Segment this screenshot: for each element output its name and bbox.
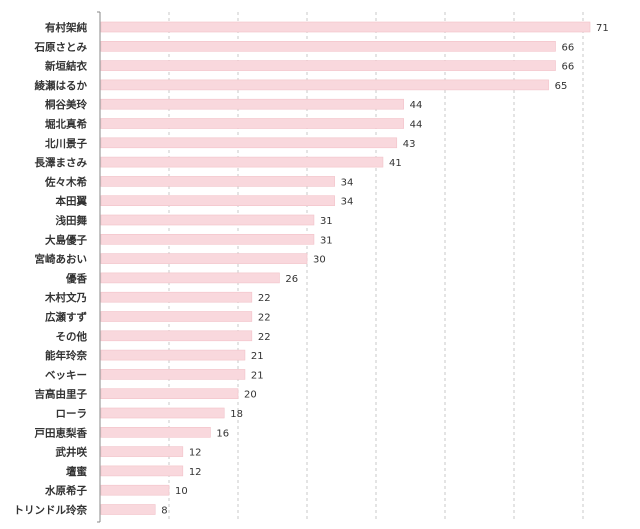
value-label: 22 xyxy=(258,293,271,304)
bar xyxy=(100,369,246,380)
category-label: 長澤まさみ xyxy=(35,156,88,169)
category-label: 浅田舞 xyxy=(56,214,88,227)
bar xyxy=(100,118,404,129)
category-label: 木村文乃 xyxy=(44,291,87,304)
category-label: 武井咲 xyxy=(56,446,88,459)
category-label: 優香 xyxy=(65,272,87,285)
category-label: 本田翼 xyxy=(56,195,88,208)
category-label: 能年玲奈 xyxy=(45,349,87,362)
value-label: 44 xyxy=(410,100,423,111)
value-label: 18 xyxy=(230,409,243,420)
bar xyxy=(100,156,384,168)
bar xyxy=(100,60,556,71)
bar xyxy=(100,504,156,515)
bar xyxy=(100,195,335,206)
bars xyxy=(100,21,591,515)
category-label: 佐々木希 xyxy=(44,175,87,188)
value-label: 26 xyxy=(285,274,298,285)
category-label: 新垣結衣 xyxy=(45,60,87,73)
value-label: 12 xyxy=(189,467,202,478)
category-label: 戸田恵梨香 xyxy=(34,426,88,439)
bar xyxy=(100,446,184,457)
value-label: 21 xyxy=(251,370,264,381)
category-label: 宮崎あおい xyxy=(35,253,88,266)
category-label: ベッキー xyxy=(45,369,87,381)
bar xyxy=(100,465,184,477)
category-label: 広瀬すず xyxy=(45,311,87,324)
bar xyxy=(100,388,239,400)
grid-lines xyxy=(168,12,584,522)
bar xyxy=(100,40,556,52)
value-label: 43 xyxy=(403,139,416,150)
value-label: 65 xyxy=(555,81,568,92)
bar xyxy=(100,214,315,226)
category-label: 桐谷美玲 xyxy=(45,98,87,111)
category-label: その他 xyxy=(56,330,88,343)
value-label: 8 xyxy=(161,506,167,517)
category-label: 堀北真希 xyxy=(45,118,87,131)
category-label: 大島優子 xyxy=(45,233,87,246)
value-label: 41 xyxy=(389,158,402,169)
value-label: 22 xyxy=(258,313,271,324)
bar xyxy=(100,407,225,419)
bar xyxy=(100,234,315,245)
category-label: 有村架純 xyxy=(45,21,87,34)
value-label: 31 xyxy=(320,216,333,227)
bar xyxy=(100,484,170,496)
bar xyxy=(100,176,335,187)
value-label: 66 xyxy=(561,62,574,73)
value-label: 10 xyxy=(175,486,188,497)
value-label: 16 xyxy=(216,428,229,439)
value-label: 71 xyxy=(596,23,609,34)
category-label: トリンドル玲奈 xyxy=(14,504,88,517)
category-label: 石原さとみ xyxy=(34,41,88,53)
bar xyxy=(100,253,308,264)
bar xyxy=(100,98,404,110)
bar xyxy=(100,137,398,149)
bar xyxy=(100,426,211,438)
value-label: 34 xyxy=(341,197,354,208)
value-label: 21 xyxy=(251,351,264,362)
bar xyxy=(100,311,253,322)
bar xyxy=(100,21,591,33)
value-label: 31 xyxy=(320,235,333,246)
category-label: 北川景子 xyxy=(45,137,87,150)
value-label: 34 xyxy=(341,177,354,188)
category-label: 吉高由里子 xyxy=(35,388,88,401)
bar xyxy=(100,349,246,361)
category-label: 綾瀬はるか xyxy=(35,79,88,92)
bar xyxy=(100,79,549,91)
value-label: 30 xyxy=(313,255,326,266)
value-label: 12 xyxy=(189,448,202,459)
bar xyxy=(100,330,253,342)
value-label: 20 xyxy=(244,390,257,401)
bar xyxy=(100,291,253,303)
value-label: 66 xyxy=(561,42,574,53)
value-label: 22 xyxy=(258,332,271,343)
category-label: 壇蜜 xyxy=(66,465,87,478)
category-labels: 有村架純石原さとみ新垣結衣綾瀬はるか桐谷美玲堀北真希北川景子長澤まさみ佐々木希本… xyxy=(14,21,88,517)
bar xyxy=(100,272,280,284)
value-label: 44 xyxy=(410,120,423,131)
category-label: 水原希子 xyxy=(44,484,87,497)
category-label: ローラ xyxy=(56,408,88,420)
